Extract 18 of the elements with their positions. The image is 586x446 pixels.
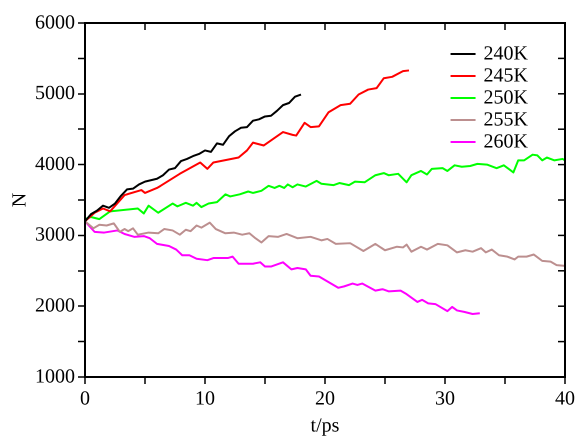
x-tick-label: 30 <box>435 387 455 410</box>
legend-label: 255K <box>484 108 529 130</box>
y-tick-label: 3000 <box>35 224 75 246</box>
y-tick-label: 2000 <box>35 294 75 316</box>
x-tick-label: 20 <box>315 387 335 410</box>
y-axis-title: N <box>8 192 30 208</box>
x-tick-label: 40 <box>555 387 575 410</box>
legend-label: 250K <box>484 86 529 108</box>
legend-label: 240K <box>484 42 529 64</box>
y-tick-label: 5000 <box>35 82 75 104</box>
y-tick-label: 1000 <box>35 365 75 388</box>
x-tick-label: 10 <box>195 387 215 410</box>
x-tick-label: 0 <box>80 387 90 410</box>
x-axis-title: t/ps <box>310 414 340 436</box>
y-tick-label: 6000 <box>35 11 75 34</box>
y-tick-label: 4000 <box>35 152 75 175</box>
legend-label: 245K <box>484 64 529 86</box>
legend-label: 260K <box>484 130 529 152</box>
